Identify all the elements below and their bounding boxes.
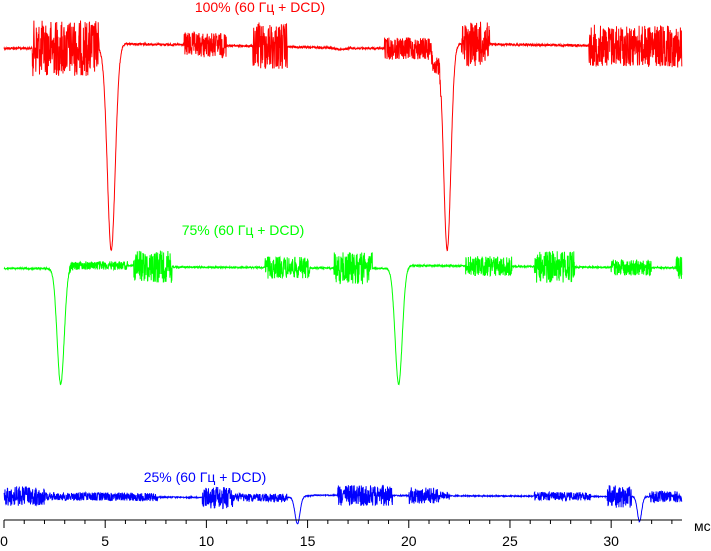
x-axis-tick-label: 0 xyxy=(0,533,8,549)
x-axis-tick-label: 5 xyxy=(101,533,109,549)
series-line-blue xyxy=(3,484,683,525)
series-green: 75% (60 Гц + DCD) xyxy=(3,222,683,386)
x-axis-tick-label: 20 xyxy=(401,533,417,549)
series-line-green xyxy=(3,250,683,386)
series-line-red xyxy=(3,20,683,252)
x-axis-tick-label: 30 xyxy=(603,533,619,549)
x-axis-tick-label: 15 xyxy=(300,533,316,549)
series-label-green: 75% (60 Гц + DCD) xyxy=(182,222,305,238)
x-axis-major-ticks: 0 5 10 15 20 25 30 xyxy=(0,520,619,549)
x-axis-tick-label: 25 xyxy=(502,533,518,549)
series-red: 100% (60 Гц + DCD) xyxy=(3,0,683,252)
x-axis: 0 5 10 15 20 25 30 мс xyxy=(0,518,711,549)
series-label-red: 100% (60 Гц + DCD) xyxy=(195,0,325,15)
x-axis-tick-label: 10 xyxy=(199,533,215,549)
x-axis-minor-ticks xyxy=(23,520,673,524)
series-label-blue: 25% (60 Гц + DCD) xyxy=(144,469,267,485)
x-axis-unit-label: мс xyxy=(694,518,711,534)
series-blue: 25% (60 Гц + DCD) xyxy=(3,469,683,525)
